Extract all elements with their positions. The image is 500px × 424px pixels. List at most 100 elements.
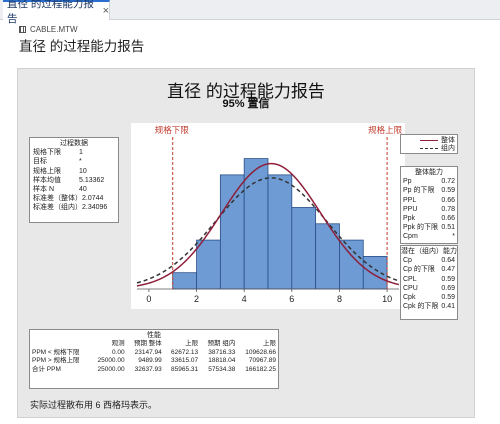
capability-histogram: 0 2 4 6 8 10 规格下限 规格上限	[131, 123, 405, 309]
process-label: 目标	[33, 158, 47, 166]
x-tick-label: 4	[242, 294, 247, 304]
perf-cell: 62672.13	[171, 348, 199, 356]
process-row: 样本均值 5.13362	[30, 176, 118, 185]
histogram-bar	[196, 239, 221, 290]
tab-label: 直径 的过程能力报告	[7, 0, 94, 25]
perf-cell: 32637.93	[134, 365, 162, 373]
capability-label: PPL	[403, 196, 417, 204]
capability-row: CPU 0.69	[401, 284, 457, 293]
process-value: *	[79, 158, 82, 166]
overall-capability-header: 整体能力	[415, 169, 443, 176]
process-value: 2.34096	[82, 204, 108, 212]
histogram-bar	[267, 174, 293, 290]
process-row: 标准差（整体） 2.0744	[30, 194, 118, 203]
capability-value: 0.66	[441, 196, 455, 204]
graph-title: 直径 的过程能力报告	[167, 82, 325, 101]
perf-cell: 25000.00	[97, 365, 125, 373]
capability-report-graph[interactable]: 直径 的过程能力报告 95% 置信 过程数据 规格下限 1 目标 * 规格上限 10 …	[17, 68, 475, 418]
capability-row: Cpk 的下限 0.41	[401, 302, 457, 311]
perf-cell: 85965.31	[171, 365, 199, 373]
perf-col-header: 预期 整体	[133, 340, 162, 348]
legend: 整体 组内	[400, 134, 458, 154]
perf-cell: 9489.99	[138, 357, 162, 365]
performance-table: 观测 预期 整体 上限 预期 组内 上限 PPM < 规格下限 0.00 231…	[30, 340, 278, 374]
capability-label: Ppk 的下限	[403, 224, 439, 232]
capability-row: PPL 0.66	[401, 196, 457, 205]
capability-value: 0.47	[441, 266, 455, 274]
capability-value: 0.41	[441, 303, 455, 311]
worksheet-source: CABLE.MTW	[19, 25, 78, 34]
perf-cell: 166182.25	[245, 365, 276, 373]
table-row: PPM < 规格下限 0.00 23147.94 62672.13 38716.…	[30, 349, 278, 358]
process-value: 10	[79, 167, 87, 175]
within-capability-box: 潜在（组内）能力 Cp 0.64 Cp 的下限 0.47 CPL 0.59 CPU 0.…	[400, 245, 458, 320]
process-label: 标准差（组内）	[33, 204, 82, 212]
capability-label: Pp 的下限	[403, 187, 435, 195]
capability-row: Cp 的下限 0.47	[401, 265, 457, 274]
capability-label: Cpk	[403, 294, 416, 302]
process-value: 5.13362	[79, 176, 105, 184]
histogram-bar	[243, 158, 269, 290]
capability-row: Pp 的下限 0.59	[401, 186, 457, 195]
capability-value: *	[452, 233, 455, 241]
process-row: 规格上限 10	[30, 167, 118, 176]
process-row: 样本 N 40	[30, 185, 118, 194]
table-row: PPM > 规格上限 25000.00 9489.99 33615.07 188…	[30, 357, 278, 366]
overall-capability-box: 整体能力 Pp 0.72 Pp 的下限 0.59 PPL 0.66 PPU 0.78 P…	[400, 166, 458, 244]
histogram-bar	[362, 255, 388, 290]
perf-cell: 23147.94	[134, 348, 162, 356]
capability-row: Ppk 的下限 0.51	[401, 223, 457, 232]
perf-cell: 25000.00	[97, 357, 125, 365]
capability-label: Cpk 的下限	[403, 303, 439, 311]
x-tick-label: 0	[146, 294, 151, 304]
legend-swatch-overall	[420, 139, 438, 141]
capability-value: 0.69	[441, 284, 455, 292]
capability-value: 0.78	[441, 205, 455, 213]
process-row: 标准差（组内） 2.34096	[30, 203, 118, 212]
perf-col-header: 观测	[111, 340, 125, 348]
capability-label: Cp	[403, 257, 412, 265]
capability-label: CPU	[403, 284, 418, 292]
histogram-bar	[291, 207, 317, 290]
within-normal-curve	[136, 177, 400, 284]
perf-cell: 70967.89	[248, 357, 276, 365]
performance-header: 性能	[147, 332, 161, 339]
report-heading: 直径 的过程能力报告	[19, 39, 145, 54]
capability-value: 0.59	[441, 275, 455, 283]
perf-cell: 57534.38	[208, 365, 236, 373]
legend-swatch-within	[420, 148, 438, 150]
process-data-box: 过程数据 规格下限 1 目标 * 规格上限 10 样本均值 5.13362 样本 N 40…	[29, 137, 119, 223]
capability-value: 0.66	[441, 215, 455, 223]
x-tick-label: 6	[289, 294, 294, 304]
process-label: 样本 N	[33, 186, 54, 194]
capability-row: Cp 0.64	[401, 256, 457, 265]
worksheet-name: CABLE.MTW	[30, 25, 78, 34]
process-value: 2.0744	[82, 195, 104, 203]
x-tick-label: 2	[194, 294, 199, 304]
capability-label: CPL	[403, 275, 417, 283]
perf-cell: 38716.33	[208, 348, 236, 356]
process-value: 1	[79, 149, 83, 157]
perf-col-header: 上限	[263, 340, 276, 348]
process-label: 样本均值	[33, 176, 61, 184]
capability-value: 0.59	[441, 294, 455, 302]
process-label: 规格上限	[33, 167, 61, 175]
capability-row: PPU 0.78	[401, 205, 457, 214]
histogram-bar	[315, 223, 340, 290]
performance-box: 性能 观测 预期 整体 上限 预期 组内 上限 PPM < 规格下限 0.00 …	[29, 329, 279, 389]
within-capability-header: 潜在（组内）能力	[401, 248, 457, 255]
capability-row: Cpm *	[401, 232, 457, 241]
table-row: 合计 PPM 25000.00 32637.93 85965.31 57534.…	[30, 366, 278, 375]
legend-item-overall: 整体	[403, 136, 455, 145]
tab-capability-report[interactable]: 直径 的过程能力报告 ×	[3, 0, 110, 25]
x-tick-label: 10	[382, 294, 392, 304]
lsl-label: 规格下限	[155, 125, 190, 135]
performance-header-row: 观测 预期 整体 上限 预期 组内 上限	[30, 340, 278, 349]
graph-subtitle: 95% 置信	[222, 98, 270, 110]
close-icon[interactable]: ×	[102, 5, 109, 17]
perf-col-header	[30, 340, 90, 349]
capability-value: 0.59	[441, 187, 455, 195]
capability-value: 0.72	[441, 178, 455, 186]
process-label: 标准差（整体）	[33, 195, 82, 203]
overall-normal-curve	[136, 162, 400, 287]
